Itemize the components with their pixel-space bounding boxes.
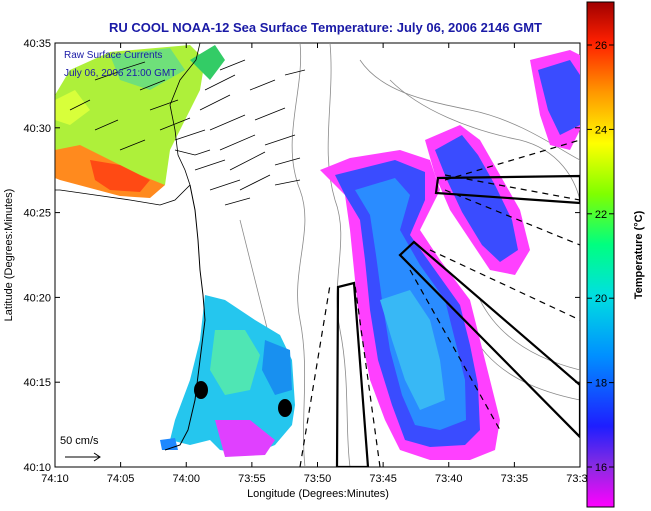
- colorbar-tick-label: 20: [595, 293, 607, 305]
- x-tick-label: 73:40: [435, 473, 463, 485]
- survey-boxes: [335, 174, 580, 467]
- coastline: [55, 43, 211, 451]
- y-tick-label: 40:35: [23, 38, 51, 50]
- inset-line-1: Raw Surface Currents: [64, 50, 162, 61]
- sst-patch-east: [425, 50, 580, 275]
- x-tick-label: 73:55: [238, 473, 266, 485]
- sst-patch-offshore: [320, 150, 500, 460]
- y-axis: 40:35 40:30 40:25 40:20 40:15 40:10: [23, 38, 580, 474]
- y-tick-label: 40:20: [23, 292, 51, 304]
- mooring-marker-2: [278, 399, 292, 417]
- x-tick-label: 74:00: [172, 473, 200, 485]
- x-axis-label: Longitude (Degrees:Minutes): [247, 488, 389, 500]
- transect-dashed-lines: [299, 139, 580, 467]
- sst-patch-north: [55, 45, 225, 198]
- colorbar-tick-label: 26: [595, 40, 607, 52]
- y-tick-label: 40:30: [23, 123, 51, 135]
- x-tick-label: 73:45: [369, 473, 397, 485]
- x-tick-label: 73:50: [304, 473, 332, 485]
- inset-line-2: July 06, 2006 21:00 GMT: [64, 68, 176, 79]
- x-tick-label: 74:10: [41, 473, 69, 485]
- colorbar-tick-label: 16: [595, 462, 607, 474]
- y-tick-label: 40:15: [23, 377, 51, 389]
- colorbar-ticks: 26 24 22 20 18 16: [587, 40, 614, 474]
- colorbar-tick-label: 24: [595, 124, 607, 136]
- x-tick-label: 73:35: [501, 473, 529, 485]
- colorbar-label: Temperature (°C): [633, 210, 645, 299]
- colorbar: [586, 1, 615, 508]
- x-tick-label: 74:05: [107, 473, 135, 485]
- current-vectors: [69, 59, 306, 206]
- scale-arrow: [65, 452, 101, 462]
- map-title: RU COOL NOAA-12 Sea Surface Temperature:…: [108, 20, 543, 35]
- sst-patch-south: [160, 295, 295, 457]
- y-tick-label: 40:25: [23, 208, 51, 220]
- colorbar-tick-label: 18: [595, 378, 607, 390]
- colorbar-tick-label: 22: [595, 209, 607, 221]
- mooring-marker-1: [194, 381, 208, 399]
- scale-label: 50 cm/s: [60, 435, 99, 447]
- y-tick-label: 40:10: [23, 462, 51, 474]
- y-axis-label: Latitude (Degrees:Minutes): [3, 189, 15, 322]
